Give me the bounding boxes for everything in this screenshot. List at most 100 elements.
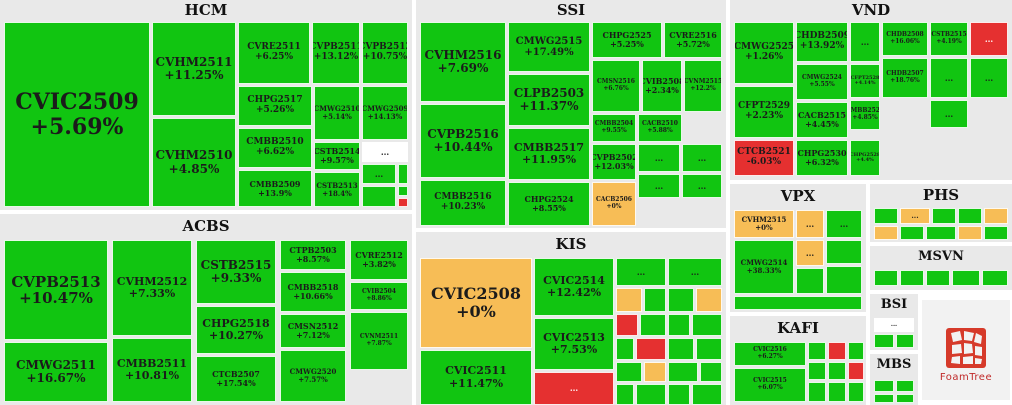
treemap-more-cell[interactable]: ... bbox=[796, 210, 824, 238]
treemap-tile[interactable]: CSTB2515 +9.33% bbox=[196, 240, 276, 304]
treemap-tile[interactable]: CHPG2525 +5.25% bbox=[592, 22, 662, 58]
treemap-more-cell[interactable]: ... bbox=[796, 240, 824, 266]
treemap-cell[interactable] bbox=[848, 342, 864, 360]
treemap-tile[interactable]: CVRE2512 +3.82% bbox=[350, 240, 408, 280]
treemap-tile[interactable]: CVIC2511 +11.47% bbox=[420, 350, 532, 405]
group-mbs[interactable]: MBS bbox=[870, 354, 918, 405]
treemap-tile[interactable]: CVPB2511+13.12% bbox=[312, 22, 360, 84]
treemap-tile[interactable]: CLPB2503 +11.37% bbox=[508, 74, 590, 126]
treemap-tile[interactable]: CMWG2509 +14.13% bbox=[362, 86, 408, 140]
treemap-cell[interactable] bbox=[644, 362, 666, 382]
treemap-tile[interactable]: CMSN2512 +7.12% bbox=[280, 314, 346, 348]
group-kafi[interactable]: KAFI CVIC2516 +6.27% CVIC2515 +6.07% bbox=[730, 316, 866, 405]
treemap-tile[interactable]: CVIB2504 +8.86% bbox=[350, 282, 408, 310]
treemap-tile[interactable]: CVHM2510 +4.85% bbox=[152, 118, 236, 207]
treemap-cell[interactable] bbox=[958, 208, 982, 224]
treemap-more-cell[interactable]: ... bbox=[362, 142, 408, 162]
treemap-tile[interactable]: CMBB2516 +10.23% bbox=[420, 180, 506, 226]
group-acbs[interactable]: ACBS CVPB2513 +10.47% CMWG2511 +16.67% CVHM25… bbox=[0, 214, 412, 405]
treemap-cell[interactable] bbox=[826, 240, 862, 264]
treemap-more-cell[interactable]: ... bbox=[970, 58, 1008, 98]
treemap-cell[interactable] bbox=[874, 226, 898, 240]
treemap-tile[interactable]: CVHM2512 +7.33% bbox=[112, 240, 192, 336]
group-kis[interactable]: KIS CVIC2508 +0% CVIC2511 +11.47% CVIC2514 +12… bbox=[416, 232, 726, 405]
treemap-tile[interactable]: CVIB2508+2.34% bbox=[642, 60, 682, 112]
treemap-tile[interactable]: CACB2515 +4.45% bbox=[796, 102, 848, 138]
treemap-cell[interactable] bbox=[828, 362, 846, 380]
treemap-tile[interactable]: CHPG2530 +6.32% bbox=[796, 140, 848, 176]
treemap-cell[interactable] bbox=[958, 226, 982, 240]
treemap-more-cell[interactable]: ... bbox=[638, 174, 680, 198]
treemap-tile[interactable]: CVPB2502 +12.03% bbox=[592, 144, 636, 180]
treemap-cell[interactable] bbox=[668, 362, 698, 382]
treemap-cell[interactable] bbox=[616, 314, 638, 336]
treemap-cell[interactable] bbox=[874, 394, 894, 403]
group-vnd[interactable]: VND CMWG2525 +1.26% CHDB2509 +13.92% CHDB2508… bbox=[730, 0, 1012, 180]
treemap-more-cell[interactable]: ... bbox=[682, 174, 722, 198]
treemap-cell[interactable] bbox=[808, 362, 826, 380]
treemap-more-cell[interactable]: ... bbox=[616, 258, 666, 286]
treemap-cell[interactable] bbox=[848, 382, 864, 402]
treemap-tile[interactable]: CMBB2510 +6.62% bbox=[238, 128, 312, 168]
treemap-cell[interactable] bbox=[874, 270, 898, 286]
treemap-tile[interactable]: CACB2506 +0% bbox=[592, 182, 636, 226]
treemap-cell[interactable] bbox=[900, 226, 924, 240]
treemap-cell[interactable] bbox=[808, 342, 826, 360]
treemap-more-cell[interactable]: ... bbox=[682, 144, 722, 172]
treemap-cell[interactable] bbox=[700, 362, 722, 382]
treemap-cell[interactable] bbox=[984, 208, 1008, 224]
treemap-tile[interactable]: CVIC2516 +6.27% bbox=[734, 342, 806, 366]
treemap-tile[interactable]: CSTB2514 +9.57% bbox=[314, 142, 360, 170]
treemap-cell[interactable] bbox=[692, 314, 722, 336]
treemap-cell[interactable] bbox=[982, 270, 1008, 286]
treemap-cell[interactable] bbox=[874, 208, 898, 224]
treemap-tile[interactable]: CHDB2508 +16.06% bbox=[882, 22, 928, 56]
treemap-cell[interactable] bbox=[848, 362, 864, 380]
treemap-cell[interactable] bbox=[696, 338, 722, 360]
treemap-cell[interactable] bbox=[636, 338, 666, 360]
treemap-more-cell[interactable]: ... bbox=[638, 144, 680, 172]
treemap-tile[interactable]: CMWG2511 +16.67% bbox=[4, 342, 108, 402]
treemap-more-cell[interactable]: ... bbox=[930, 100, 968, 128]
treemap-tile[interactable]: CTCB2521 -6.03% bbox=[734, 140, 794, 176]
group-vpx[interactable]: VPX CVHM2515 +0% CMWG2514 +38.33%......... bbox=[730, 184, 866, 312]
treemap-more-cell[interactable]: ... bbox=[362, 164, 396, 184]
treemap-more-cell[interactable]: ... bbox=[930, 58, 968, 98]
treemap-tile[interactable]: CHPG2518 +10.27% bbox=[196, 306, 276, 354]
treemap-tile[interactable]: CVHM2516 +7.69% bbox=[420, 22, 506, 102]
treemap-cell[interactable] bbox=[668, 288, 694, 312]
treemap-cell[interactable] bbox=[984, 226, 1008, 240]
treemap-tile[interactable]: CACB2510 +5.88% bbox=[638, 114, 682, 142]
treemap-tile[interactable]: CMWG2524 +5.55% bbox=[796, 64, 848, 100]
treemap-tile[interactable]: CFPT2528 +4.14% bbox=[850, 64, 880, 98]
treemap-cell[interactable] bbox=[900, 270, 924, 286]
group-bsi[interactable]: BSI... bbox=[870, 294, 918, 350]
treemap-tile[interactable]: CVIC2513 +7.53% bbox=[534, 318, 614, 370]
treemap-more-cell[interactable]: ... bbox=[534, 372, 614, 405]
treemap-tile[interactable]: CHDB2509 +13.92% bbox=[796, 22, 848, 62]
treemap-cell[interactable] bbox=[692, 384, 722, 405]
treemap-tile[interactable]: CMWG2515 +17.49% bbox=[508, 22, 590, 72]
treemap-more-cell[interactable]: ... bbox=[850, 22, 880, 62]
treemap-tile[interactable]: CMBB2517 +11.95% bbox=[508, 128, 590, 180]
treemap-cell[interactable] bbox=[896, 394, 914, 403]
treemap-cell[interactable] bbox=[668, 314, 690, 336]
treemap-cell[interactable] bbox=[616, 338, 634, 360]
treemap-cell[interactable] bbox=[896, 380, 914, 392]
treemap-tile[interactable]: CVIC2514 +12.42% bbox=[534, 258, 614, 316]
treemap-tile[interactable]: CVRE2516 +5.72% bbox=[664, 22, 722, 58]
treemap-tile[interactable]: CTPB2503 +8.57% bbox=[280, 240, 346, 270]
treemap-cell[interactable] bbox=[828, 382, 846, 402]
treemap-more-cell[interactable]: ... bbox=[900, 208, 930, 224]
treemap-tile[interactable]: CMBB2504 +9.55% bbox=[592, 114, 636, 142]
treemap-tile[interactable]: CMBB2521+4.85% bbox=[850, 100, 880, 130]
treemap-tile[interactable]: CVPB2513 +10.47% bbox=[4, 240, 108, 340]
treemap-more-cell[interactable]: ... bbox=[826, 210, 862, 238]
treemap-tile[interactable]: CVPB2516 +10.44% bbox=[420, 104, 506, 178]
treemap-cell[interactable] bbox=[398, 186, 408, 196]
treemap-tile[interactable]: CMSN2516 +6.76% bbox=[592, 60, 640, 112]
treemap-cell[interactable] bbox=[668, 384, 690, 405]
treemap-tile[interactable]: CHPG2528 +4.4% bbox=[850, 140, 880, 176]
group-msvn[interactable]: MSVN bbox=[870, 246, 1012, 290]
treemap-tile[interactable]: CVPB2512+10.75% bbox=[362, 22, 408, 84]
